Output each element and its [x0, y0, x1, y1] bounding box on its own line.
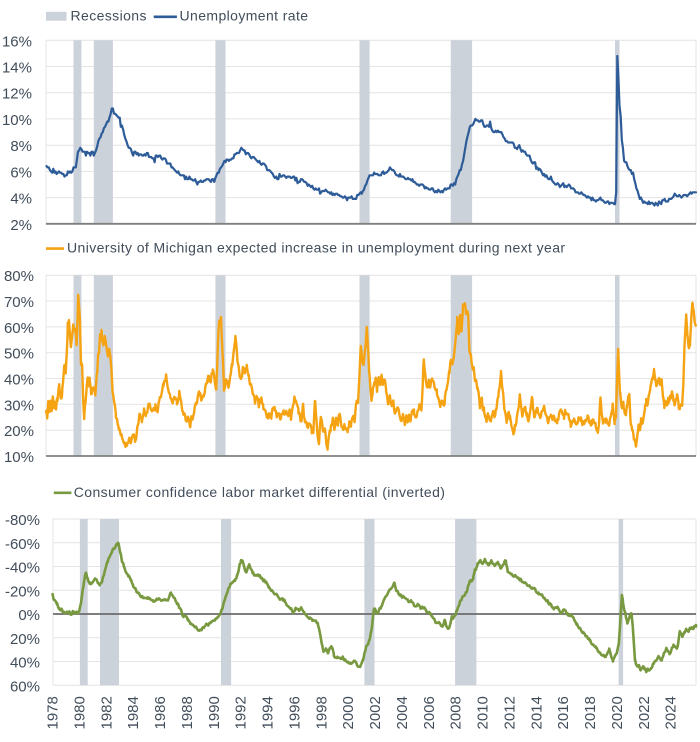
- svg-text:2008: 2008: [448, 696, 465, 729]
- svg-text:2%: 2%: [10, 217, 32, 234]
- svg-text:1988: 1988: [179, 696, 196, 729]
- svg-text:1986: 1986: [152, 696, 169, 729]
- svg-text:-60%: -60%: [5, 536, 40, 553]
- svg-text:1982: 1982: [98, 696, 115, 729]
- svg-text:2024: 2024: [663, 696, 680, 729]
- svg-text:16%: 16%: [2, 33, 32, 50]
- svg-text:2022: 2022: [636, 696, 653, 729]
- svg-text:50%: 50%: [4, 346, 34, 363]
- svg-text:10%: 10%: [4, 449, 34, 466]
- svg-text:40%: 40%: [4, 372, 34, 389]
- svg-text:70%: 70%: [4, 294, 34, 311]
- svg-text:2002: 2002: [367, 696, 384, 729]
- svg-text:Recessions: Recessions: [71, 8, 147, 24]
- svg-text:1990: 1990: [206, 696, 223, 729]
- svg-text:40%: 40%: [10, 655, 40, 672]
- svg-text:Consumer confidence labor mark: Consumer confidence labor market differe…: [74, 484, 446, 500]
- svg-text:1994: 1994: [260, 696, 277, 729]
- svg-text:8%: 8%: [10, 138, 32, 155]
- svg-text:20%: 20%: [4, 423, 34, 440]
- svg-text:1998: 1998: [313, 696, 330, 729]
- svg-text:-80%: -80%: [5, 512, 40, 529]
- svg-text:6%: 6%: [10, 164, 32, 181]
- svg-text:2006: 2006: [421, 696, 438, 729]
- svg-text:30%: 30%: [4, 397, 34, 414]
- svg-text:60%: 60%: [4, 320, 34, 337]
- svg-text:Unemployment rate: Unemployment rate: [180, 8, 309, 24]
- svg-text:2020: 2020: [609, 696, 626, 729]
- svg-text:20%: 20%: [10, 631, 40, 648]
- svg-text:1978: 1978: [45, 696, 62, 729]
- svg-text:2000: 2000: [340, 696, 357, 729]
- svg-text:2018: 2018: [582, 696, 599, 729]
- svg-text:2010: 2010: [475, 696, 492, 729]
- svg-text:2004: 2004: [394, 696, 411, 729]
- svg-text:80%: 80%: [4, 268, 34, 285]
- svg-text:1992: 1992: [233, 696, 250, 729]
- svg-text:60%: 60%: [10, 678, 40, 695]
- svg-text:University of Michigan expecte: University of Michigan expected increase…: [67, 240, 565, 256]
- svg-text:12%: 12%: [2, 86, 32, 103]
- svg-text:2014: 2014: [528, 696, 545, 729]
- svg-text:4%: 4%: [10, 191, 32, 208]
- svg-text:10%: 10%: [2, 112, 32, 129]
- svg-text:1984: 1984: [125, 696, 142, 729]
- svg-text:0%: 0%: [18, 607, 40, 624]
- svg-text:14%: 14%: [2, 60, 32, 77]
- svg-text:-40%: -40%: [5, 560, 40, 577]
- svg-text:2012: 2012: [502, 696, 519, 729]
- svg-text:1996: 1996: [286, 696, 303, 729]
- svg-text:-20%: -20%: [5, 583, 40, 600]
- svg-text:1980: 1980: [71, 696, 88, 729]
- svg-text:2016: 2016: [555, 696, 572, 729]
